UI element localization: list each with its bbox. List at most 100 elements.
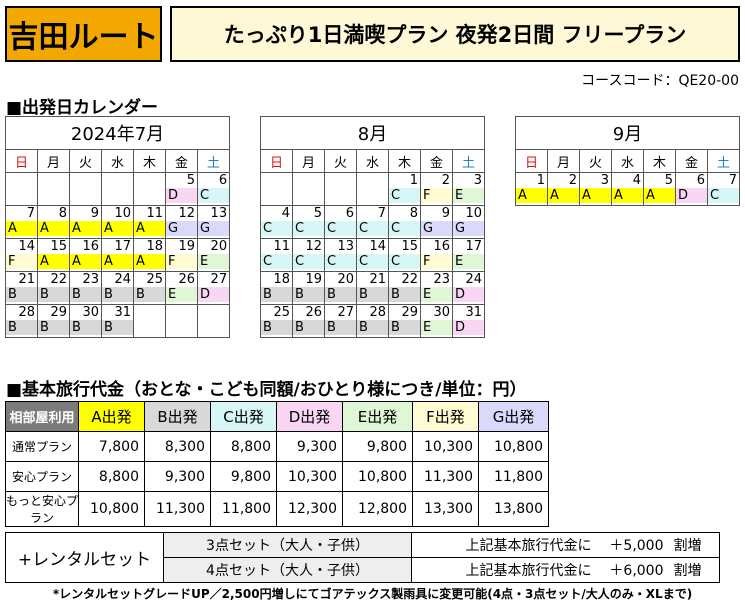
calendar-day[interactable]: 27 B — [324, 304, 357, 338]
price-row-label: もっと安心プラン — [5, 491, 79, 527]
day-number: 23 — [82, 272, 99, 287]
calendar-day[interactable]: 22 B — [37, 271, 70, 305]
calendar-day[interactable]: 26 B — [292, 304, 325, 338]
calendar-day[interactable]: 27 D — [196, 271, 231, 305]
calendar-day[interactable]: 23 B — [69, 271, 102, 305]
calendar-day[interactable]: 13 G — [196, 205, 231, 239]
departure-code: B — [134, 287, 165, 302]
calendar-day[interactable]: 21 B — [5, 271, 38, 305]
departure-code: A — [102, 221, 133, 236]
calendar-day[interactable]: 23 E — [420, 271, 453, 305]
calendar-day[interactable]: 16 A — [69, 238, 102, 272]
calendar-day[interactable]: 31 D — [451, 304, 486, 338]
calendar-day[interactable]: 12 G — [165, 205, 198, 239]
calendar-day[interactable]: 24 B — [101, 271, 134, 305]
calendar-day[interactable]: 17 A — [101, 238, 134, 272]
departure-code: G — [198, 221, 230, 236]
calendar-day[interactable]: 14 C — [356, 238, 389, 272]
calendar-day[interactable]: 21 B — [356, 271, 389, 305]
day-number: 13 — [210, 206, 228, 221]
calendar-day[interactable]: 18 B — [260, 271, 293, 305]
rental-amount-3: ＋5,000 — [599, 532, 670, 558]
departure-code: C — [389, 188, 420, 203]
price-column-header: A出発 — [78, 401, 145, 432]
calendar-day[interactable]: 11 C — [260, 238, 293, 272]
calendar-day[interactable]: 19 F — [165, 238, 198, 272]
day-number: 30 — [433, 305, 450, 320]
calendar-day[interactable]: 11 A — [133, 205, 166, 239]
rental-table: +レンタルセット 3点セット（大人・子供） 上記基本旅行代金に ＋5,000 割… — [5, 532, 720, 583]
weekday-header: 土 — [196, 149, 231, 173]
calendar-day[interactable]: 22 B — [388, 271, 421, 305]
calendar-day[interactable]: 20 E — [196, 238, 231, 272]
day-number: 14 — [369, 239, 386, 254]
calendar-day[interactable]: 15 C — [388, 238, 421, 272]
calendar-day[interactable]: 30 E — [420, 304, 453, 338]
calendar-day[interactable]: 24 D — [451, 271, 486, 305]
departure-code: G — [421, 221, 452, 236]
day-number: 4 — [281, 206, 290, 221]
departure-code: F — [421, 254, 452, 269]
departure-code: E — [421, 287, 452, 302]
calendar-day[interactable]: 16 F — [420, 238, 453, 272]
calendar-day[interactable]: 10 A — [101, 205, 134, 239]
footnote: *レンタルセットグレードUP／2,500円増しにてゴアテックス製雨具に変更可能(… — [52, 587, 693, 601]
calendar-day[interactable]: 20 B — [324, 271, 357, 305]
calendar-day[interactable]: 26 E — [165, 271, 198, 305]
calendar-day[interactable]: 30 B — [69, 304, 102, 338]
price-cell: 10,800 — [342, 461, 413, 492]
price-cell: 9,800 — [342, 431, 413, 462]
calendar-day[interactable]: 29 B — [37, 304, 70, 338]
departure-code: C — [261, 221, 292, 236]
day-number: 14 — [18, 239, 35, 254]
day-number: 9 — [90, 206, 99, 221]
departure-code: A — [102, 254, 133, 269]
calendar-day[interactable]: 12 C — [292, 238, 325, 272]
calendar-day[interactable]: 28 B — [356, 304, 389, 338]
calendar-day[interactable]: 15 A — [37, 238, 70, 272]
day-number: 21 — [369, 272, 386, 287]
calendar-day[interactable]: 14 F — [5, 238, 38, 272]
calendar-august: 8月日月火水木金土 1 C 2 F 3 E 4 C 5 C 6 C 7 C 8 C 9 G 10 G 11 C 12 C 13 C 1… — [259, 116, 486, 338]
day-number: 12 — [178, 206, 195, 221]
calendar-day[interactable]: 18 A — [133, 238, 166, 272]
calendar-day[interactable]: 19 B — [292, 271, 325, 305]
calendar-day[interactable]: 28 B — [5, 304, 38, 338]
calendar-day[interactable]: 13 C — [324, 238, 357, 272]
calendar-day[interactable]: 25 B — [260, 304, 293, 338]
calendar-day[interactable]: 25 B — [133, 271, 166, 305]
departure-code: A — [70, 221, 101, 236]
calendar-day[interactable]: 31 B — [101, 304, 134, 338]
calendar-day[interactable]: 29 B — [388, 304, 421, 338]
day-number: 21 — [18, 272, 35, 287]
weekday-header: 月 — [547, 149, 580, 173]
day-number: 30 — [82, 305, 99, 320]
price-cell: 9,800 — [210, 461, 277, 492]
calendar-day[interactable]: 10 G — [451, 205, 486, 239]
departure-code: B — [357, 320, 388, 335]
departure-code: C — [357, 221, 388, 236]
rental-desc-4: 上記基本旅行代金に — [411, 557, 600, 583]
calendar-day[interactable]: 17 E — [451, 238, 486, 272]
